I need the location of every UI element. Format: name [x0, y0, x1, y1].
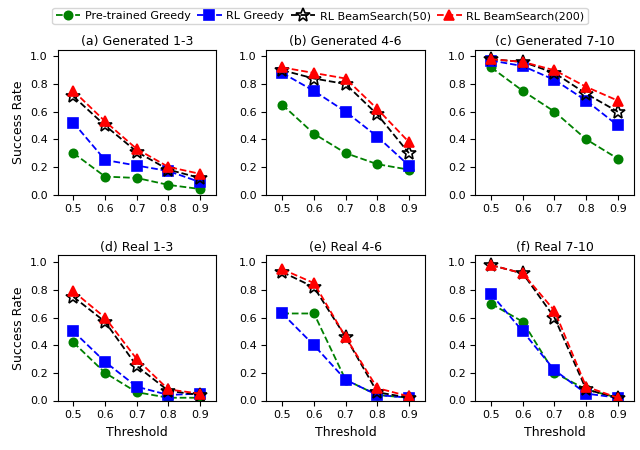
Title: (d) Real 1-3: (d) Real 1-3 — [100, 241, 173, 254]
Title: (c) Generated 7-10: (c) Generated 7-10 — [495, 36, 614, 48]
Title: (e) Real 4-6: (e) Real 4-6 — [309, 241, 382, 254]
X-axis label: Threshold: Threshold — [524, 426, 586, 439]
Title: (b) Generated 4-6: (b) Generated 4-6 — [289, 36, 402, 48]
X-axis label: Threshold: Threshold — [106, 426, 168, 439]
X-axis label: Threshold: Threshold — [315, 426, 376, 439]
Title: (a) Generated 1-3: (a) Generated 1-3 — [81, 36, 193, 48]
Y-axis label: Success Rate: Success Rate — [12, 286, 24, 370]
Title: (f) Real 7-10: (f) Real 7-10 — [516, 241, 593, 254]
Y-axis label: Success Rate: Success Rate — [12, 80, 24, 164]
Legend: Pre-trained Greedy, RL Greedy, RL BeamSearch(50), RL BeamSearch(200): Pre-trained Greedy, RL Greedy, RL BeamSe… — [52, 8, 588, 24]
